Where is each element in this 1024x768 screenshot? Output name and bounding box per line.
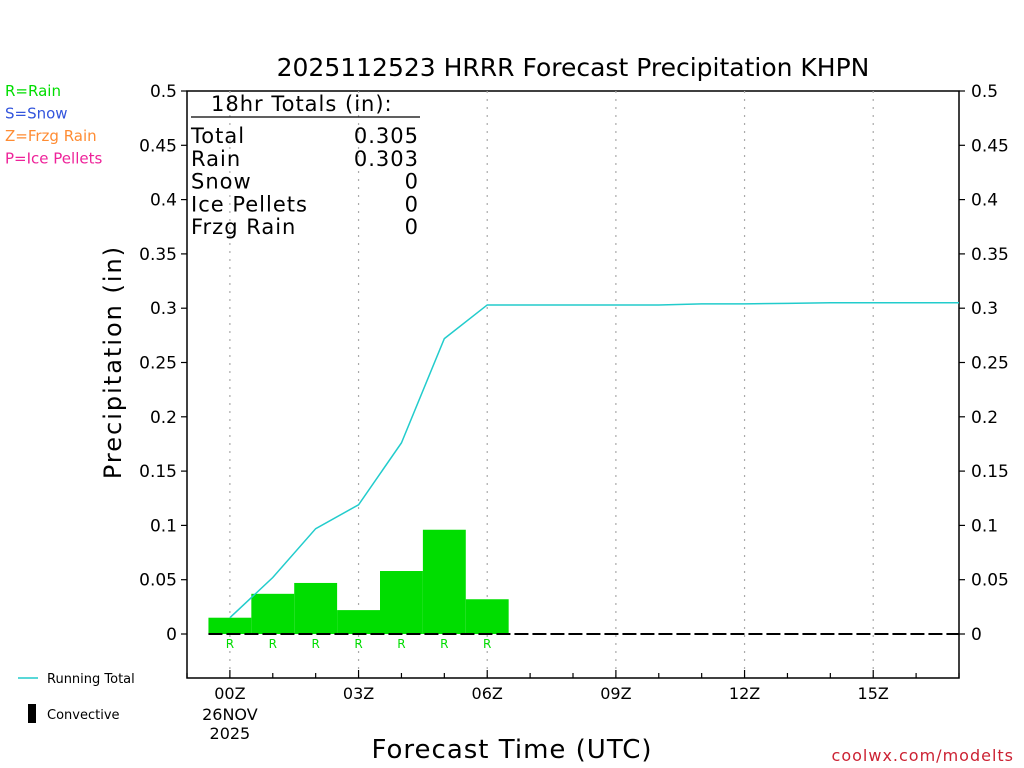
totals-row-label: Frzg Rain [191,215,296,239]
y-tick-label-right: 0.35 [971,245,1009,265]
x-tick-label: 00Z [214,684,245,703]
precip-type-label: R [226,637,234,651]
precip-type-label: R [397,637,405,651]
y-tick-label-left: 0.35 [139,245,177,265]
precip-type-label: R [311,637,319,651]
precip-bar [465,599,509,634]
y-tick-label-left: 0.25 [139,354,177,374]
y-tick-label-left: 0.3 [150,299,177,319]
totals-box: 18hr Totals (in): Total 0.305 Rain 0.303 Sno… [190,92,420,239]
precip-type-label: R [354,637,362,651]
x-tick-label: 09Z [600,684,631,703]
totals-row-value: 0 [405,192,419,216]
y-tick-label-left: 0.1 [150,516,177,536]
hourly-precip-bars [208,529,509,634]
y-tick-label-right: 0.1 [971,516,998,536]
totals-row-label: Total [190,124,245,148]
precip-bar [422,529,466,634]
x-tick-date-label: 26NOV [202,705,258,724]
x-tick-year-label: 2025 [210,724,251,743]
y-tick-label-left: 0.5 [150,82,177,102]
precip-bar [380,571,423,634]
x-tick-label: 06Z [472,684,503,703]
precip-type-label: R [483,637,491,651]
y-tick-label-left: 0.05 [139,571,177,591]
precip-type-legend: R=Rain S=Snow Z=Frzg Rain P=Ice Pellets [5,82,102,168]
y-tick-label-right: 0.3 [971,299,998,319]
totals-row-label: Snow [191,170,252,194]
x-tick-label: 03Z [343,684,374,703]
precip-type-label: R [269,637,277,651]
precip-bar [251,593,295,634]
totals-row-value: 0 [405,170,419,194]
y-tick-label-left: 0.15 [139,462,177,482]
y-tick-label-left: 0.4 [150,191,177,211]
x-tick-label: 15Z [858,684,889,703]
x-axis-title: Forecast Time (UTC) [371,735,652,765]
precip-bar [337,610,380,634]
totals-row-label: Ice Pellets [191,192,308,216]
y-tick-label-left: 0.45 [139,136,177,156]
y-axis-left: 0 0.05 0.1 0.15 0.2 0.25 0.3 0.35 0.4 0.45 0.5 [139,82,187,645]
y-tick-label-right: 0 [971,625,982,645]
precip-type-legend-item: S=Snow [5,105,68,123]
y-tick-label-right: 0.15 [971,462,1009,482]
totals-row-value: 0.303 [354,147,419,171]
totals-row-label: Rain [191,147,241,171]
y-tick-label-right: 0.05 [971,571,1009,591]
chart-title: 2025112523 HRRR Forecast Precipitation K… [277,53,870,82]
credit-text: coolwx.com/modelts [832,746,1014,765]
precip-type-label: R [440,637,448,651]
precip-bar [294,582,338,634]
precip-type-legend-item: R=Rain [5,82,61,100]
x-tick-label: 12Z [729,684,760,703]
y-tick-label-right: 0.5 [971,82,998,102]
running-total-series [229,302,959,619]
convective-legend-label: Convective [47,708,120,723]
running-total-legend-label: Running Total [47,672,135,687]
y-tick-label-left: 0 [166,625,177,645]
convective-legend-swatch [28,704,36,723]
precip-type-legend-item: P=Ice Pellets [5,150,102,168]
y-tick-label-right: 0.4 [971,191,998,211]
y-axis-right: 0 0.05 0.1 0.15 0.2 0.25 0.3 0.35 0.4 0.45 0.5 [959,82,1009,645]
precip-type-legend-item: Z=Frzg Rain [5,127,97,145]
y-tick-label-right: 0.2 [971,408,998,428]
precip-bar [208,617,252,634]
y-tick-label-right: 0.45 [971,136,1009,156]
totals-row-value: 0 [405,215,419,239]
y-axis-title: Precipitation (in) [99,245,127,479]
running-total-line [229,302,959,619]
vertical-gridlines [229,91,874,678]
totals-row-value: 0.305 [354,124,419,148]
totals-heading: 18hr Totals (in): [211,92,393,116]
y-tick-label-left: 0.2 [150,408,177,428]
y-tick-label-right: 0.25 [971,354,1009,374]
